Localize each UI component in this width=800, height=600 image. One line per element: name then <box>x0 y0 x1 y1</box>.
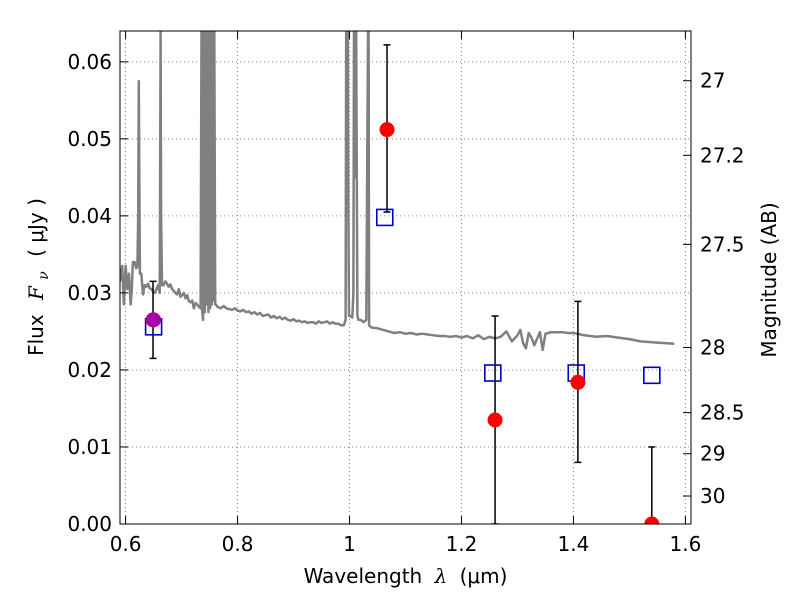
model-point <box>643 366 661 385</box>
x-axis-label: Wavelength λ (μm) <box>304 564 508 588</box>
x-tick-label: 0.6 <box>110 532 142 556</box>
x-tick-label: 1.6 <box>669 532 701 556</box>
y-axis-label: Flux F ν ( μJy ) <box>24 198 53 356</box>
x-tick-label: 0.8 <box>222 532 254 556</box>
ticks: 0.6 0.8 1 1.2 1.4 1.6 0.00 0.01 0.02 0.03 0.04 0.05… <box>67 31 745 556</box>
data-area <box>120 31 675 524</box>
y2-tick-label: 29 <box>700 442 725 466</box>
x-tick-label: 1.4 <box>558 532 590 556</box>
observed-point <box>570 374 586 390</box>
model-point <box>375 208 394 227</box>
y-tick-label: 0.06 <box>67 50 112 74</box>
y-tick-label: 0.00 <box>67 512 112 536</box>
y-tick-label: 0.05 <box>67 127 112 151</box>
model-point <box>484 364 502 382</box>
y2-tick-label: 28.5 <box>700 401 745 425</box>
y-tick-label: 0.02 <box>67 358 112 382</box>
observed-point <box>644 516 660 524</box>
y-tick-label: 0.01 <box>67 435 112 459</box>
y-axis-label-text: Flux <box>24 314 48 356</box>
y2-tick-label: 30 <box>700 484 725 508</box>
highlight-point <box>146 312 162 328</box>
y-tick-label: 0.03 <box>67 281 112 305</box>
x-axis-label-text: Wavelength <box>304 564 423 588</box>
x-axis-label-symbol: λ <box>434 564 448 588</box>
x-axis-label-unit: (μm) <box>460 564 508 588</box>
x-tick-label: 1 <box>343 532 356 556</box>
y2-tick-label: 27.5 <box>700 232 745 256</box>
y-axis-label-unit: ( μJy ) <box>24 198 48 257</box>
y-tick-label: 0.04 <box>67 204 112 228</box>
y-axis-label-symbol: F <box>24 285 48 301</box>
y-axis-label-subscript: ν <box>36 271 52 280</box>
y2-tick-label: 27 <box>700 69 725 93</box>
x-tick-label: 1.2 <box>446 532 478 556</box>
plot-frame <box>119 30 692 525</box>
y2-tick-label: 28 <box>700 336 725 360</box>
spectrum-line <box>120 31 675 352</box>
y2-axis-label: Magnitude (AB) <box>757 202 781 357</box>
observed-point <box>379 122 395 138</box>
observed-point <box>487 412 503 428</box>
y2-tick-label: 27.2 <box>700 143 745 167</box>
